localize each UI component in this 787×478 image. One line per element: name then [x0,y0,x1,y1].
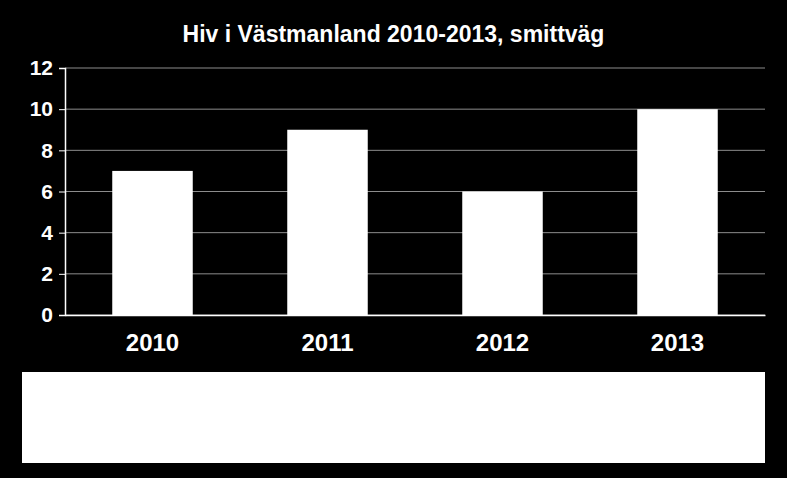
x-axis-line [66,315,766,317]
x-tick: 2010 [126,315,179,356]
x-tick: 2013 [651,315,704,356]
y-tick-mark [59,150,65,151]
grid-line [65,68,765,69]
bars [112,109,718,315]
y-tick-label: 2 [41,262,53,285]
y-axis: 0 2 4 6 8 10 12 [30,56,66,326]
x-tick-label: 2011 [301,329,353,356]
y-tick-mark [59,233,65,234]
y-tick: 4 [41,221,65,244]
x-tick: 2011 [301,315,353,356]
grid [65,68,765,315]
x-tick-label: 2010 [126,329,179,356]
y-tick: 12 [30,56,65,79]
x-tick: 2012 [476,315,529,356]
y-tick-label: 12 [30,56,53,79]
y-tick: 6 [41,180,65,203]
y-tick-label: 0 [41,303,53,326]
y-tick-label: 8 [41,139,53,162]
bar [287,130,368,315]
y-tick: 8 [41,139,65,162]
y-tick-mark [59,68,65,69]
x-tick-label: 2012 [476,329,529,356]
y-tick-mark [59,109,65,110]
x-tick-label: 2013 [651,329,704,356]
y-axis-line [59,69,66,316]
bar [112,171,193,315]
bar [637,109,718,315]
y-tick-label: 4 [41,221,53,244]
chart: Hiv i Västmanland 2010-2013, smittväg 0 2 4… [0,0,787,478]
y-tick-mark [59,315,65,316]
bar [462,192,543,316]
background [0,0,787,478]
plot: 0 2 4 6 8 10 12 2010 2011 2012 2013 [30,56,766,355]
x-axis: 2010 2011 2012 2013 [66,315,766,356]
y-tick-mark [59,274,65,275]
y-tick-label: 10 [30,97,53,120]
title: Hiv i Västmanland 2010-2013, smittväg [183,21,605,47]
y-tick: 2 [41,262,65,285]
y-tick: 10 [30,97,65,120]
y-tick: 0 [41,303,65,326]
y-tick-label: 6 [41,180,53,203]
legend-box [22,372,765,463]
y-tick-mark [59,192,65,193]
